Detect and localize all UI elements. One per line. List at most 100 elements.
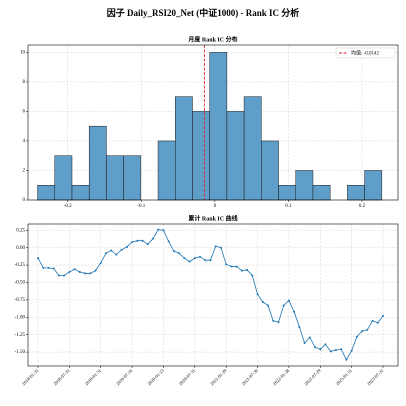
y-tick-label: 8: [23, 80, 26, 85]
point: [214, 245, 217, 248]
y-tick-label: 0.25: [16, 228, 25, 233]
point: [73, 268, 76, 271]
point: [136, 239, 139, 242]
point: [246, 268, 249, 271]
legend-box: [335, 47, 396, 59]
x-tick-label: -0.1: [137, 204, 145, 209]
point: [125, 245, 128, 248]
point: [240, 269, 243, 272]
point: [193, 257, 196, 260]
y-tick-label: -0.75: [15, 298, 26, 303]
point: [282, 304, 285, 307]
point: [204, 259, 207, 262]
bar: [226, 111, 245, 201]
point: [361, 330, 364, 333]
point: [162, 229, 165, 232]
point: [366, 328, 369, 331]
x-tick-label: 0.2: [359, 204, 366, 209]
point: [219, 246, 222, 249]
point: [225, 263, 228, 266]
axes-frame: [27, 44, 399, 201]
bar: [123, 155, 142, 201]
point: [340, 348, 343, 351]
point: [146, 243, 149, 246]
y-tick-label: -0.25: [15, 263, 26, 268]
bar: [88, 125, 107, 201]
point: [345, 358, 348, 361]
point: [152, 237, 154, 240]
point: [120, 248, 123, 251]
point: [99, 261, 102, 264]
point: [84, 272, 87, 275]
point: [157, 228, 160, 231]
point: [183, 257, 186, 260]
point: [188, 260, 191, 263]
point: [115, 253, 118, 256]
point: [94, 269, 97, 272]
bar: [278, 184, 297, 201]
y-tick-label: -0.50: [15, 281, 26, 286]
bar: [261, 140, 279, 201]
point: [382, 314, 384, 317]
bar: [312, 184, 331, 201]
point: [293, 310, 296, 313]
y-tick-label: -1.00: [15, 315, 26, 320]
point: [355, 335, 358, 338]
point: [319, 348, 322, 351]
y-tick-label: 6: [23, 110, 26, 115]
point: [267, 304, 269, 307]
point: [209, 259, 212, 262]
point: [37, 257, 39, 260]
x-tick-label: 0: [214, 204, 217, 209]
point: [172, 250, 175, 253]
bar: [192, 111, 210, 201]
y-tick-label: 0.00: [16, 246, 25, 251]
point: [256, 293, 259, 296]
bar: [157, 140, 176, 201]
y-tick-label: -1.25: [15, 333, 26, 338]
point: [350, 349, 353, 352]
point: [141, 239, 144, 242]
point: [376, 321, 379, 324]
point: [57, 274, 60, 277]
bar: [37, 184, 56, 201]
y-tick-label: 4: [23, 139, 26, 144]
point: [89, 272, 92, 275]
point: [42, 266, 45, 269]
point: [324, 343, 327, 346]
point: [167, 240, 170, 243]
point: [303, 342, 306, 345]
point: [272, 319, 275, 322]
figure-title: 因子 Daily_RSI20_Net (中证1000) - Rank IC 分析: [107, 7, 300, 18]
point: [277, 321, 280, 324]
point: [329, 350, 332, 353]
point: [298, 326, 301, 329]
bar: [175, 96, 193, 201]
point: [131, 241, 134, 244]
bar: [295, 170, 314, 201]
axes-title: 累计 Rank IC 曲线: [188, 214, 237, 222]
point: [68, 271, 71, 274]
point: [199, 255, 202, 258]
point: [287, 299, 290, 302]
point: [235, 265, 238, 268]
axes-frame: [27, 223, 399, 367]
bar: [106, 155, 124, 201]
bar: [364, 170, 383, 201]
bar: [71, 184, 90, 201]
point: [251, 274, 254, 277]
point: [371, 319, 374, 322]
point: [110, 249, 113, 252]
y-tick-label: 10: [20, 51, 26, 56]
bar: [54, 155, 73, 201]
point: [334, 348, 337, 351]
point: [63, 274, 66, 277]
point: [314, 346, 317, 349]
y-tick-label: 2: [23, 169, 26, 174]
point: [52, 267, 55, 270]
point: [178, 252, 181, 255]
y-tick-label: -1.50: [15, 350, 26, 355]
bar: [209, 52, 228, 201]
